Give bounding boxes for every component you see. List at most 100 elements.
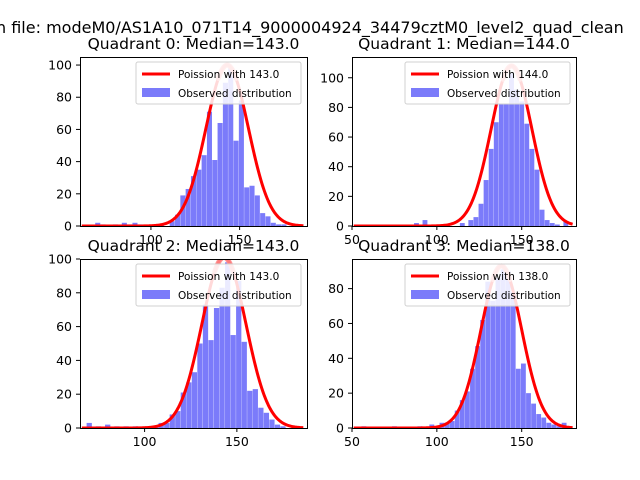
quadrant-3-hist-bar	[444, 422, 450, 428]
quadrant-0-legend: Poission with 143.0 Observed distribution	[135, 61, 302, 105]
quadrant-2-legend-fit-label: Poission with 143.0	[178, 271, 279, 283]
quadrant-1-xtick-label: 100	[425, 232, 449, 247]
quadrant-2-hist-bar	[236, 280, 242, 428]
quadrant-1-hist-bar	[563, 221, 569, 226]
quadrant-1-ytick-label: 60	[328, 130, 344, 145]
quadrant-0-legend-box	[135, 61, 302, 105]
quadrant-0-hist-bar	[132, 222, 138, 226]
quadrant-2-ytick-label: 80	[56, 285, 72, 300]
quadrant-1-legend-fit-label: Poission with 144.0	[447, 69, 548, 81]
quadrant-3-hist-bar	[470, 368, 475, 428]
quadrant-3-legend-observed-label: Observed distribution	[447, 290, 561, 302]
quadrant-2-hist-bar	[247, 390, 253, 428]
quadrant-0-ytick-label: 80	[56, 90, 72, 105]
quadrant-0-hist-bar	[270, 222, 276, 226]
quadrant-0-hist-bar	[276, 224, 282, 226]
quadrant-2-ytick-label: 40	[56, 353, 72, 368]
quadrant-3-hist-bar	[475, 346, 480, 428]
quadrant-0-hist-bar	[233, 140, 239, 226]
quadrant-2-legend: Poission with 143.0 Observed distribution	[135, 263, 302, 307]
quadrant-0-hist-bar	[196, 169, 202, 226]
quadrant-0-legend-patch-swatch	[142, 88, 170, 97]
quadrant-2-hist-bar	[105, 424, 111, 428]
quadrant-0-hist-bar	[238, 100, 244, 226]
figure-title: n file: modeM0/AS1A10_071T14_9000004924_…	[0, 18, 624, 38]
quadrant-2-hist-bar	[274, 424, 281, 428]
quadrant-1-hist-bar	[524, 123, 530, 226]
quadrant-0-hist-bar	[180, 195, 186, 226]
quadrant-3-hist-bar	[495, 278, 501, 428]
quadrant-3-hist-bar	[449, 421, 455, 428]
quadrant-3-hist-bar	[546, 422, 552, 428]
quadrant-3-title: Quadrant 3: Median=138.0	[358, 237, 570, 255]
quadrant-3-hist-bar	[505, 271, 511, 428]
quadrant-2-hist-bar	[175, 411, 181, 428]
quadrant-2-hist-bar	[280, 426, 286, 428]
quadrant-2-hist-bar	[186, 382, 192, 428]
quadrant-2-hist-bar	[219, 287, 225, 428]
quadrant-3-hist-bar	[480, 319, 486, 428]
quadrant-1-hist-bar	[539, 209, 545, 226]
quadrant-1-hist-bar	[534, 169, 540, 226]
quadrant-0-histogram	[95, 68, 303, 226]
quadrant-1-hist-bar	[422, 220, 428, 226]
quadrant-0-hist-bar	[212, 160, 218, 226]
quadrant-0-hist-bar	[228, 68, 234, 226]
quadrant-1-hist-bar	[554, 224, 560, 226]
quadrant-2-hist-bar	[197, 343, 203, 428]
quadrant-3-ytick-label: 40	[328, 351, 344, 366]
quadrant-2-hist-bar	[258, 407, 264, 428]
quadrant-2-hist-bar	[230, 335, 236, 428]
quadrant-0-fit-curve	[81, 63, 305, 226]
quadrant-1-legend-observed-label: Observed distribution	[447, 88, 561, 100]
quadrant-1-hist-bar	[488, 148, 494, 226]
quadrant-3-hist-bar	[531, 403, 536, 428]
quadrant-0-xtick-label: 150	[228, 232, 252, 247]
quadrant-1-panel: 50 100 150 0 20 40 60 80 100 Quadrant 1: Median=1…	[320, 35, 577, 247]
quadrant-2-histogram	[86, 262, 297, 428]
quadrant-3-legend-box	[404, 263, 571, 307]
quadrant-0-title: Quadrant 0: Median=143.0	[88, 35, 300, 53]
quadrant-2-hist-bar	[164, 422, 170, 428]
quadrant-1-hist-bar	[519, 101, 525, 226]
quadrant-1-hist-bar	[468, 220, 474, 226]
quadrant-2-hist-bar	[225, 262, 231, 428]
quadrant-3-xtick-label: 100	[425, 434, 449, 449]
quadrant-3-hist-bar	[485, 281, 491, 428]
quadrant-3-hist-bar	[520, 363, 526, 428]
quadrant-1-legend: Poission with 144.0 Observed distribution	[404, 61, 571, 105]
quadrant-3-hist-bar	[464, 391, 470, 428]
quadrant-3-xtick-label: 50	[344, 434, 360, 449]
quadrant-0-hist-bar	[249, 185, 255, 226]
quadrant-2-legend-box	[135, 263, 302, 307]
quadrant-1-hist-bar	[459, 223, 465, 226]
quadrant-1-hist-bar	[483, 180, 489, 226]
quadrant-1-hist-bar	[504, 104, 509, 226]
quadrant-0-ytick-label: 0	[64, 219, 72, 234]
quadrant-0-xtick-label: 100	[139, 232, 163, 247]
quadrant-2-title: Quadrant 2: Median=143.0	[88, 237, 300, 255]
quadrant-2-ytick-label: 60	[56, 319, 72, 334]
quadrant-3-ytick-label: 80	[328, 281, 344, 296]
quadrant-1-xtick-label: 50	[344, 232, 360, 247]
quadrant-0-legend-fit-label: Poission with 143.0	[178, 69, 279, 81]
quadrant-1-hist-bar	[478, 203, 484, 226]
quadrant-1-hist-bar	[509, 73, 514, 226]
quadrant-1-xtick-label: 150	[510, 232, 534, 247]
quadrant-0-hist-bar	[217, 122, 223, 226]
quadrant-3-legend: Poission with 138.0 Observed distribution	[404, 263, 571, 307]
quadrant-3-histogram	[361, 269, 567, 428]
quadrant-3-hist-bar	[510, 292, 516, 428]
quadrant-3-xtick-label: 150	[510, 434, 534, 449]
quadrant-1-hist-bar	[514, 89, 520, 226]
quadrant-0-hist-bar	[254, 195, 260, 226]
quadrant-2-hist-bar	[263, 412, 270, 428]
quadrant-2-xtick-label: 100	[133, 434, 157, 449]
quadrant-2-legend-observed-label: Observed distribution	[178, 290, 292, 302]
quadrant-3-hist-bar	[515, 368, 521, 428]
quadrant-2-hist-bar	[191, 372, 198, 428]
quadrant-0-legend-observed-label: Observed distribution	[178, 88, 292, 100]
quadrant-0-ytick-label: 20	[56, 186, 72, 201]
quadrant-3-ytick-label: 0	[336, 421, 344, 436]
